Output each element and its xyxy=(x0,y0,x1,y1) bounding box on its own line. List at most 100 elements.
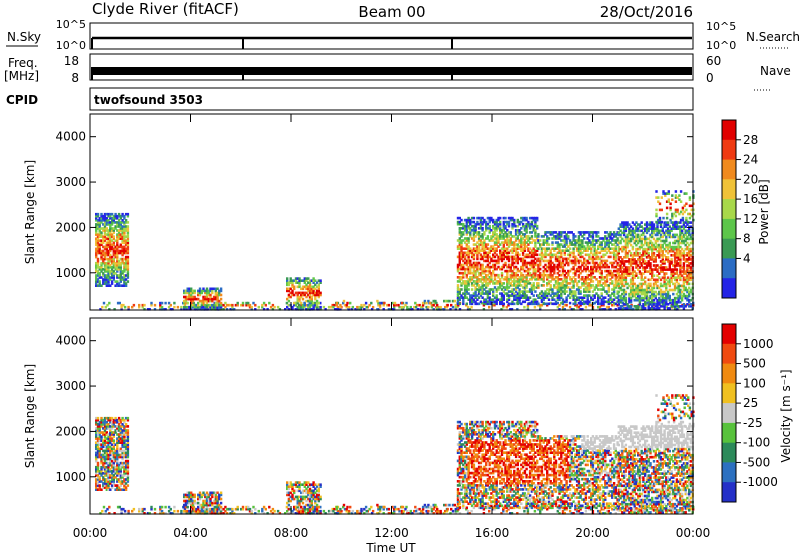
power-cell xyxy=(602,278,605,281)
power-cell xyxy=(665,284,668,288)
date-title: 28/Oct/2016 xyxy=(600,3,693,21)
power-cell xyxy=(532,269,535,273)
power-cell xyxy=(287,303,291,307)
power-ytick-label: 3000 xyxy=(55,175,86,189)
power-cell xyxy=(116,249,119,253)
power-cell xyxy=(530,253,534,257)
power-cell xyxy=(544,263,547,267)
power-cell xyxy=(583,302,586,306)
power-cell xyxy=(563,269,566,273)
power-cell xyxy=(300,295,303,299)
power-cell xyxy=(609,296,612,299)
power-cell xyxy=(672,254,675,257)
power-cell xyxy=(474,249,477,252)
power-cell xyxy=(470,288,474,291)
power-cell xyxy=(463,271,467,275)
power-cell xyxy=(609,308,612,311)
power-cell xyxy=(679,292,682,296)
power-cell xyxy=(540,247,544,250)
power-cell xyxy=(300,293,303,297)
power-cell xyxy=(343,303,347,307)
power-cell xyxy=(291,281,294,284)
power-cell xyxy=(528,222,532,226)
power-cell xyxy=(426,308,429,311)
power-cell xyxy=(661,268,664,271)
power-cell xyxy=(218,308,221,311)
power-cell xyxy=(626,251,629,255)
power-cell xyxy=(626,274,629,277)
power-cell xyxy=(493,263,497,267)
power-cell xyxy=(534,218,537,222)
power-cell xyxy=(567,282,570,285)
power-cell xyxy=(644,241,647,245)
power-cell xyxy=(686,251,689,255)
power-cell xyxy=(600,259,603,263)
power-cell xyxy=(534,233,537,236)
power-cell xyxy=(584,231,588,234)
power-cell xyxy=(294,303,298,307)
power-cell xyxy=(605,259,609,263)
power-cell xyxy=(507,296,511,299)
power-cell xyxy=(456,222,460,226)
power-cell xyxy=(586,278,589,281)
power-cell xyxy=(472,255,476,259)
power-cell xyxy=(291,293,294,297)
power-cell xyxy=(103,263,107,267)
power-cell xyxy=(556,251,559,255)
power-cell xyxy=(500,253,504,257)
power-cell xyxy=(411,308,414,311)
velocity-cell xyxy=(107,480,110,483)
velocity-cell xyxy=(107,478,110,481)
power-cell xyxy=(672,305,675,308)
power-cell xyxy=(486,278,490,281)
power-cell xyxy=(492,292,495,295)
power-cell xyxy=(553,253,556,257)
power-cell xyxy=(463,296,467,299)
power-cell xyxy=(591,231,595,234)
power-cell xyxy=(553,235,556,238)
power-colorbar-frame xyxy=(721,119,737,299)
power-cell xyxy=(513,284,516,287)
power-cell xyxy=(119,237,122,240)
power-cell xyxy=(462,231,465,234)
power-cell xyxy=(470,263,474,267)
power-cell xyxy=(109,270,112,273)
power-cell xyxy=(520,280,523,283)
power-cell xyxy=(95,247,98,251)
power-cell xyxy=(530,292,534,295)
power-cell xyxy=(682,233,686,237)
power-cell xyxy=(497,273,500,277)
power-cell xyxy=(95,219,98,222)
velocity-cell xyxy=(95,429,98,432)
power-cell xyxy=(382,308,385,311)
power-cell xyxy=(567,263,570,267)
power-cell xyxy=(123,247,126,251)
power-cell xyxy=(604,249,607,252)
power-cell xyxy=(456,280,460,283)
power-cell xyxy=(514,296,518,299)
power-cell xyxy=(647,256,650,259)
power-cell xyxy=(542,241,545,244)
power-cell xyxy=(110,255,114,259)
power-cell xyxy=(114,261,117,265)
power-cell xyxy=(676,308,679,311)
power-cell xyxy=(105,249,108,253)
velocity-cell xyxy=(98,431,101,434)
power-cell xyxy=(612,303,616,307)
power-cell xyxy=(121,276,124,279)
power-cell xyxy=(577,276,581,279)
power-cell xyxy=(612,251,616,255)
power-cell xyxy=(205,303,209,307)
power-cell xyxy=(520,247,523,250)
power-cell xyxy=(492,239,495,242)
power-cell xyxy=(682,239,686,243)
power-cell xyxy=(563,263,566,267)
power-cell xyxy=(656,231,659,235)
power-cell xyxy=(586,249,589,252)
power-cell xyxy=(123,217,126,220)
power-cell xyxy=(551,298,554,301)
power-cell xyxy=(504,278,507,281)
power-cell xyxy=(662,190,665,193)
power-cell xyxy=(553,247,556,250)
power-cell xyxy=(110,270,114,273)
